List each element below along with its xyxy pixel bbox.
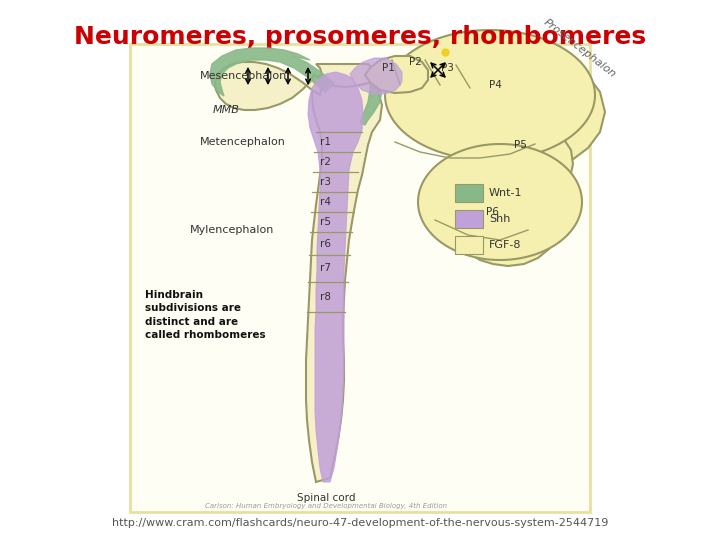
- Text: r1: r1: [320, 137, 331, 147]
- Polygon shape: [350, 58, 402, 94]
- Text: FGF-8: FGF-8: [489, 240, 521, 250]
- Text: Hindbrain
subdivisions are
distinct and are
called rhombomeres: Hindbrain subdivisions are distinct and …: [145, 290, 266, 340]
- Polygon shape: [210, 48, 335, 96]
- Polygon shape: [308, 72, 363, 482]
- Text: Carlson: Human Embryology and Developmental Biology, 4th Edition: Carlson: Human Embryology and Developmen…: [205, 503, 447, 509]
- Polygon shape: [306, 75, 382, 482]
- Text: r7: r7: [320, 263, 331, 273]
- Text: r2: r2: [320, 157, 331, 167]
- Bar: [455, 210, 483, 228]
- Text: Mesencephalon: Mesencephalon: [200, 71, 287, 81]
- Text: MMB: MMB: [213, 105, 240, 115]
- Text: Metencephalon: Metencephalon: [200, 137, 286, 147]
- Text: http://www.cram.com/flashcards/neuro-47-development-of-the-nervous-system-254471: http://www.cram.com/flashcards/neuro-47-…: [112, 518, 608, 528]
- Bar: [455, 184, 483, 202]
- Text: r4: r4: [320, 197, 331, 207]
- Text: Prosencephalon: Prosencephalon: [542, 17, 618, 79]
- Text: P2: P2: [408, 57, 421, 67]
- Text: r3: r3: [320, 177, 331, 187]
- Text: Mylencephalon: Mylencephalon: [190, 225, 274, 235]
- Polygon shape: [360, 78, 382, 125]
- Text: Wnt-1: Wnt-1: [489, 188, 523, 198]
- Text: P3: P3: [441, 63, 454, 73]
- Text: r6: r6: [320, 239, 331, 249]
- Polygon shape: [215, 62, 378, 110]
- Text: P6: P6: [485, 207, 498, 217]
- Text: P1: P1: [382, 63, 395, 73]
- Polygon shape: [385, 30, 595, 160]
- Text: P5: P5: [513, 140, 526, 150]
- Text: P4: P4: [489, 80, 501, 90]
- Text: r5: r5: [320, 217, 331, 227]
- Text: Neuromeres, prosomeres, rhombomeres: Neuromeres, prosomeres, rhombomeres: [74, 25, 646, 49]
- Polygon shape: [365, 56, 428, 93]
- Text: r8: r8: [320, 292, 331, 302]
- FancyBboxPatch shape: [130, 44, 590, 512]
- Polygon shape: [450, 40, 605, 172]
- Polygon shape: [448, 116, 573, 266]
- Text: Shh: Shh: [489, 214, 510, 224]
- Text: Spinal cord: Spinal cord: [297, 493, 355, 503]
- Polygon shape: [418, 144, 582, 260]
- Bar: [455, 236, 483, 254]
